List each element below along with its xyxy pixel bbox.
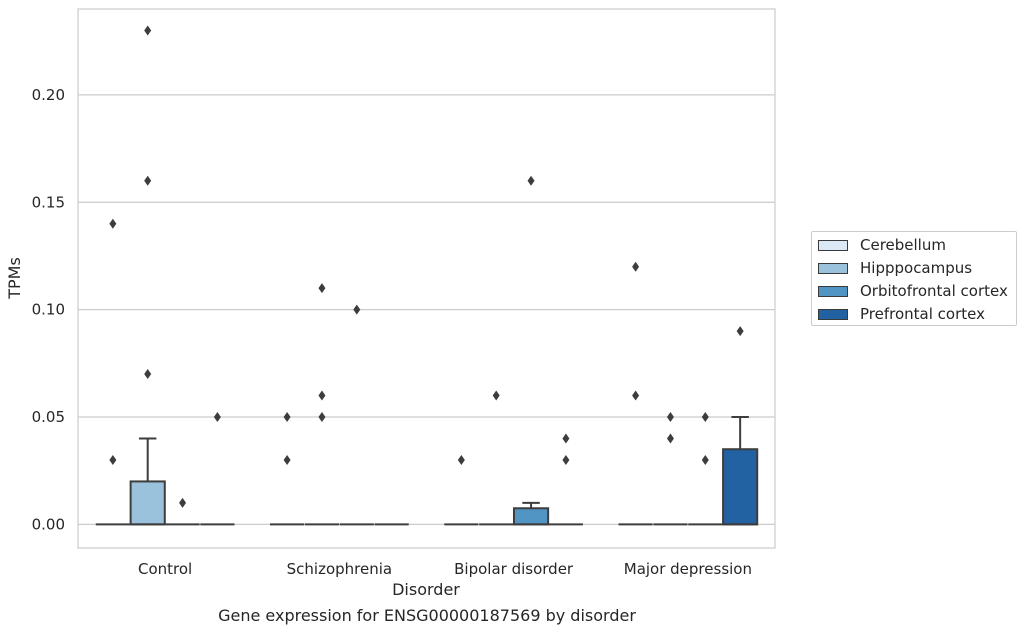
outlier-point [562, 433, 570, 444]
box [512, 507, 550, 526]
y-tick-label: 0.05 [32, 408, 65, 426]
box-mark [688, 412, 723, 526]
outlier-point [701, 412, 709, 423]
plot-frame [77, 8, 776, 549]
box-mark [304, 283, 340, 526]
outlier-point [318, 412, 326, 423]
legend-swatch [818, 308, 848, 320]
outlier-point [632, 390, 640, 401]
box-mark [444, 454, 479, 526]
outlier-point [144, 369, 152, 380]
outlier-point [144, 175, 152, 186]
x-tick-label: Bipolar disorder [454, 560, 574, 578]
y-tick-label: 0.00 [32, 515, 65, 533]
box-mark [512, 175, 550, 526]
x-tick-label: Schizophrenia [287, 560, 392, 578]
outlier-point [109, 454, 117, 465]
outlier-point [562, 454, 570, 465]
outlier-point [179, 497, 187, 508]
legend-swatch [818, 262, 848, 274]
chart-legend: Cerebellum Hipppocampus Orbitofrontal cort… [811, 231, 1017, 326]
x-tick-label: Major depression [624, 560, 752, 578]
outlier-point [144, 25, 152, 36]
box-mark [165, 497, 200, 526]
outlier-point [213, 412, 221, 423]
box-mark [129, 25, 166, 526]
outlier-point [666, 433, 674, 444]
figure-caption: Gene expression for ENSG00000187569 by d… [218, 606, 636, 625]
outlier-point [318, 283, 326, 294]
box-mark [200, 412, 235, 526]
outlier-point [736, 326, 744, 337]
outlier-point [353, 304, 361, 315]
legend-label: Orbitofrontal cortex [860, 282, 1008, 300]
legend-item: Cerebellum [818, 235, 946, 255]
y-tick-labels: 0.00 0.05 0.10 0.15 0.20 [32, 86, 65, 533]
outlier-point [457, 454, 465, 465]
box-mark [653, 412, 688, 526]
y-tick-label: 0.10 [32, 301, 65, 319]
y-tick-label: 0.15 [32, 193, 65, 211]
legend-swatch [818, 285, 848, 297]
outlier-point [527, 175, 535, 186]
box-mark [618, 261, 653, 526]
outlier-point [283, 412, 291, 423]
box [722, 448, 759, 526]
outlier-point [492, 390, 500, 401]
outlier-point [109, 218, 117, 229]
outlier-point [283, 454, 291, 465]
x-axis-label: Disorder [392, 580, 460, 599]
outlier-point [632, 261, 640, 272]
legend-label: Hipppocampus [860, 259, 973, 277]
box-mark [339, 304, 374, 526]
grid-lines [78, 94, 775, 525]
legend-label: Cerebellum [860, 236, 946, 254]
x-tick-label: Control [138, 560, 192, 578]
outlier-point [666, 412, 674, 423]
box [129, 480, 166, 526]
x-tick-labels: Control Schizophrenia Bipolar disorder Majo… [138, 560, 752, 578]
outlier-point [318, 390, 326, 401]
box-mark [479, 390, 514, 526]
legend-item: Hipppocampus [818, 258, 972, 278]
y-axis-label: TPMs [5, 257, 24, 300]
outlier-point [701, 454, 709, 465]
legend-swatch [818, 239, 848, 251]
y-tick-label: 0.20 [32, 86, 65, 104]
box-mark [548, 433, 583, 526]
box-plot-marks [95, 25, 759, 526]
legend-item: Prefrontal cortex [818, 304, 985, 324]
box-mark [270, 412, 305, 526]
box-mark [95, 218, 130, 526]
legend-item: Orbitofrontal cortex [818, 281, 1008, 301]
box-mark [722, 326, 759, 526]
legend-label: Prefrontal cortex [860, 305, 985, 323]
